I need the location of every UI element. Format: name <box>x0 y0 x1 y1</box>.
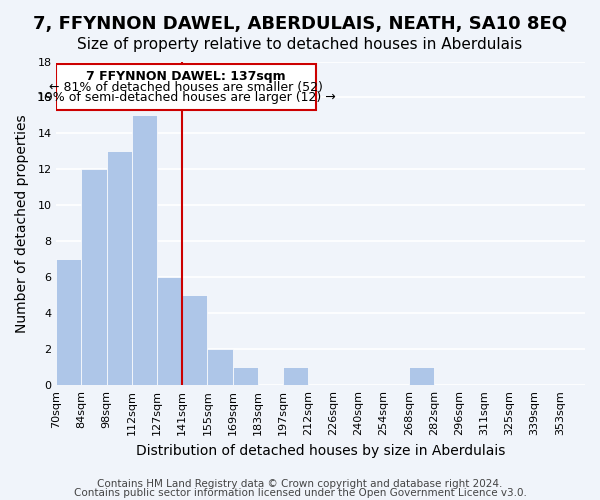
Bar <box>233 367 258 385</box>
Bar <box>283 367 308 385</box>
Bar <box>132 116 157 385</box>
Text: Size of property relative to detached houses in Aberdulais: Size of property relative to detached ho… <box>77 38 523 52</box>
Text: Contains public sector information licensed under the Open Government Licence v3: Contains public sector information licen… <box>74 488 526 498</box>
Bar <box>82 170 107 385</box>
Text: 7, FFYNNON DAWEL, ABERDULAIS, NEATH, SA10 8EQ: 7, FFYNNON DAWEL, ABERDULAIS, NEATH, SA1… <box>33 15 567 33</box>
FancyBboxPatch shape <box>56 64 316 110</box>
Bar <box>409 367 434 385</box>
Text: Contains HM Land Registry data © Crown copyright and database right 2024.: Contains HM Land Registry data © Crown c… <box>97 479 503 489</box>
Text: 19% of semi-detached houses are larger (12) →: 19% of semi-detached houses are larger (… <box>37 91 335 104</box>
Y-axis label: Number of detached properties: Number of detached properties <box>15 114 29 332</box>
Bar <box>107 152 132 385</box>
Bar <box>157 278 182 385</box>
X-axis label: Distribution of detached houses by size in Aberdulais: Distribution of detached houses by size … <box>136 444 505 458</box>
Bar <box>182 296 208 385</box>
Text: 7 FFYNNON DAWEL: 137sqm: 7 FFYNNON DAWEL: 137sqm <box>86 70 286 84</box>
Bar <box>208 349 233 385</box>
Text: ← 81% of detached houses are smaller (52): ← 81% of detached houses are smaller (52… <box>49 80 323 94</box>
Bar <box>56 260 82 385</box>
